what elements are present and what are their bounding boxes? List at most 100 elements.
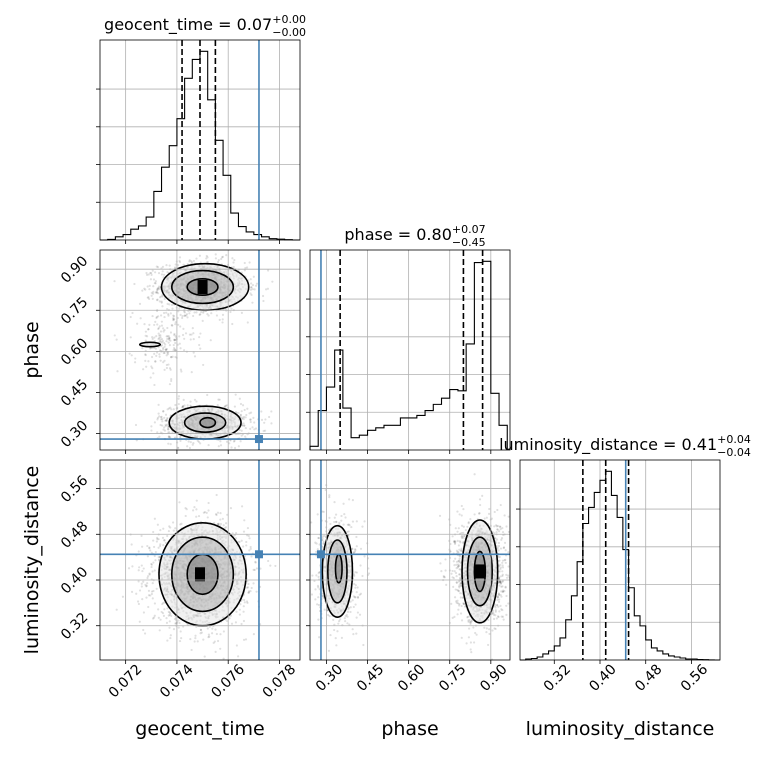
sample-point bbox=[469, 620, 472, 624]
sample-point bbox=[167, 442, 170, 445]
sample-point bbox=[233, 405, 236, 408]
sample-point bbox=[149, 376, 152, 379]
sample-point bbox=[149, 278, 153, 281]
sample-point bbox=[161, 611, 165, 615]
sample-point bbox=[168, 436, 171, 439]
sample-point bbox=[182, 349, 186, 352]
sample-point bbox=[168, 620, 171, 623]
sample-point bbox=[163, 608, 166, 611]
sample-point bbox=[152, 372, 155, 375]
panel-geocent_time-vs-phase-truth-marker bbox=[254, 435, 263, 444]
sample-point bbox=[159, 431, 162, 434]
sample-point bbox=[216, 260, 220, 264]
sample-point bbox=[147, 589, 151, 592]
sample-point bbox=[219, 440, 222, 443]
sample-point bbox=[192, 259, 196, 263]
title-main: luminosity_distance = 0.41 bbox=[499, 435, 717, 455]
sample-point bbox=[181, 406, 184, 409]
sample-point bbox=[156, 298, 159, 301]
sample-point bbox=[136, 322, 139, 325]
sample-point bbox=[144, 583, 147, 586]
sample-point bbox=[254, 427, 258, 430]
sample-point bbox=[152, 278, 156, 281]
sample-point bbox=[215, 314, 219, 317]
hist-geocent_time-steps bbox=[100, 50, 300, 241]
sample-point bbox=[209, 339, 212, 342]
sample-point bbox=[192, 441, 195, 445]
hist-phase-steps bbox=[309, 260, 508, 450]
sample-point bbox=[172, 317, 175, 320]
sample-point bbox=[243, 519, 246, 522]
sample-point bbox=[157, 285, 161, 288]
sample-point bbox=[173, 332, 176, 336]
sample-point bbox=[243, 269, 246, 272]
sample-point bbox=[232, 261, 235, 264]
sample-point bbox=[188, 446, 192, 450]
sample-point bbox=[169, 436, 172, 439]
sample-point bbox=[150, 425, 153, 428]
sample-point bbox=[234, 393, 237, 396]
sample-point bbox=[264, 288, 268, 291]
sample-point bbox=[228, 617, 231, 620]
sample-point bbox=[207, 635, 210, 639]
sample-point bbox=[165, 347, 169, 351]
sample-point bbox=[142, 628, 145, 632]
sample-point bbox=[202, 311, 205, 314]
sample-point bbox=[183, 337, 186, 340]
sample-point bbox=[214, 513, 218, 516]
sample-point bbox=[167, 337, 170, 340]
sample-point bbox=[134, 423, 138, 427]
sample-point bbox=[142, 611, 146, 614]
sample-point bbox=[170, 356, 173, 359]
sample-point bbox=[156, 536, 159, 539]
sample-point bbox=[199, 628, 203, 632]
sample-point bbox=[165, 335, 168, 338]
sample-point bbox=[156, 299, 159, 302]
sample-point bbox=[217, 258, 220, 262]
sample-point bbox=[160, 324, 164, 327]
sample-point bbox=[148, 573, 151, 576]
sample-point bbox=[214, 253, 217, 256]
sample-point bbox=[158, 325, 161, 328]
sample-point bbox=[195, 508, 198, 511]
sample-point bbox=[185, 313, 189, 316]
sample-point bbox=[160, 415, 163, 418]
sample-point bbox=[150, 565, 153, 569]
sample-point bbox=[170, 324, 173, 327]
sample-point bbox=[150, 563, 153, 566]
sample-point bbox=[130, 543, 133, 546]
panel-geocent_time-vs-luminosity_distance-truth-marker bbox=[254, 550, 263, 559]
sample-point bbox=[177, 323, 180, 326]
sample-point bbox=[254, 561, 257, 564]
sample-point bbox=[165, 340, 168, 343]
sample-point bbox=[169, 443, 172, 446]
sample-point bbox=[168, 525, 171, 528]
sample-point bbox=[245, 586, 249, 589]
sample-point bbox=[163, 539, 166, 542]
sample-point bbox=[229, 614, 232, 618]
title-minus: −0.04 bbox=[717, 446, 751, 459]
sample-point bbox=[179, 325, 182, 328]
sample-point bbox=[150, 346, 154, 350]
sample-point bbox=[263, 429, 267, 432]
sample-point bbox=[144, 339, 147, 342]
sample-point bbox=[173, 339, 176, 342]
sample-point bbox=[239, 440, 242, 443]
sample-point bbox=[157, 608, 160, 611]
sample-point bbox=[167, 614, 170, 617]
hist-luminosity_distance-steps bbox=[520, 470, 720, 661]
sample-point bbox=[148, 288, 151, 291]
sample-point bbox=[143, 323, 146, 326]
sample-point bbox=[176, 264, 179, 267]
sample-point bbox=[173, 334, 176, 337]
sample-point bbox=[151, 336, 154, 339]
sample-point bbox=[133, 282, 136, 286]
sample-point bbox=[172, 315, 176, 318]
sample-point bbox=[159, 423, 162, 427]
sample-point bbox=[116, 370, 119, 373]
sample-point bbox=[216, 639, 220, 643]
sample-point bbox=[154, 347, 158, 350]
sample-point bbox=[172, 319, 175, 322]
sample-point bbox=[156, 523, 159, 526]
sample-point bbox=[219, 633, 222, 636]
